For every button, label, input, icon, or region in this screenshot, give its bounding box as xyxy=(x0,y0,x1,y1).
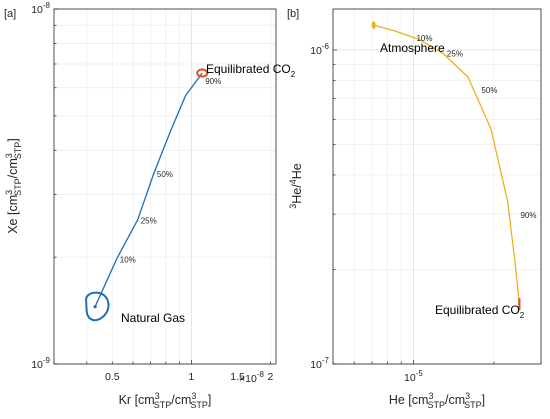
mixing-percent-label: 25% xyxy=(447,50,463,59)
endmember-label-equilibrated-co2-a: Equilibrated CO2 xyxy=(206,62,296,79)
endmember-marker xyxy=(85,291,110,322)
endmember-label-equilibrated-co2-b: Equilibrated CO2 xyxy=(435,303,525,320)
x-tick-label: 0.5 xyxy=(105,371,120,383)
endmember-label-atmosphere: Atmosphere xyxy=(380,41,445,55)
mixing-percent-label: 50% xyxy=(481,86,497,95)
mixing-percent-label: 90% xyxy=(205,77,221,86)
panel-b-series xyxy=(371,21,521,311)
y-tick-label: 10-9 xyxy=(31,356,50,371)
panel-a-x-multiplier: ×10-8 xyxy=(239,370,264,385)
panel-a-labels: 10% 25% 50% 90% xyxy=(120,77,221,264)
endmember-marker xyxy=(196,68,209,78)
x-tick-label: 1 xyxy=(188,371,194,383)
panel-a-ticks: 0.5 1 1.5 2 10-9 10-8 xyxy=(31,1,273,383)
y-tick-label: 10-7 xyxy=(310,356,329,371)
panel-a-tag: [a] xyxy=(4,8,16,20)
mixing-percent-label: 25% xyxy=(141,217,157,226)
y-tick-label: 10-8 xyxy=(31,1,50,16)
x-tick-label: 1.5 xyxy=(230,371,245,383)
mixing-line xyxy=(373,24,521,305)
endmember-point xyxy=(93,305,97,309)
x-tick-label: 2 xyxy=(268,371,274,383)
panel-b-tag: [b] xyxy=(287,8,299,20)
y-tick-label: 10-6 xyxy=(310,42,329,57)
panel-b-ticks: 10-5 10-7 10-6 xyxy=(310,42,542,384)
x-tick-label: 10-5 xyxy=(404,369,423,384)
endmember-label-natural-gas: Natural Gas xyxy=(121,311,185,325)
panel-b: 10-5 10-7 10-6 10% 25% 50% 90% [b] He [cm3 STP… xyxy=(287,8,542,410)
panel-b-x-axis-label: He [cm3 STP/cm3 STP] xyxy=(389,391,485,410)
panel-a-y-axis-label: Xe [cm3STP/cm3STP] xyxy=(4,138,23,234)
mixing-line xyxy=(94,72,203,307)
panel-b-y-axis-label: 3He/4He xyxy=(288,163,304,209)
panel-b-axes-box xyxy=(332,8,542,365)
panel-a-x-axis-label: Kr [cm3 STP/cm3 STP] xyxy=(119,391,212,410)
panel-a-axes-box xyxy=(53,8,277,365)
endmember-marker xyxy=(371,21,376,30)
mixing-percent-label: 10% xyxy=(120,256,136,265)
mixing-percent-label: 90% xyxy=(520,211,536,220)
panel-b-labels: 10% 25% 50% 90% xyxy=(416,34,536,220)
panel-a-series xyxy=(85,68,209,322)
mixing-percent-label: 10% xyxy=(416,34,432,43)
mixing-percent-label: 50% xyxy=(157,170,173,179)
